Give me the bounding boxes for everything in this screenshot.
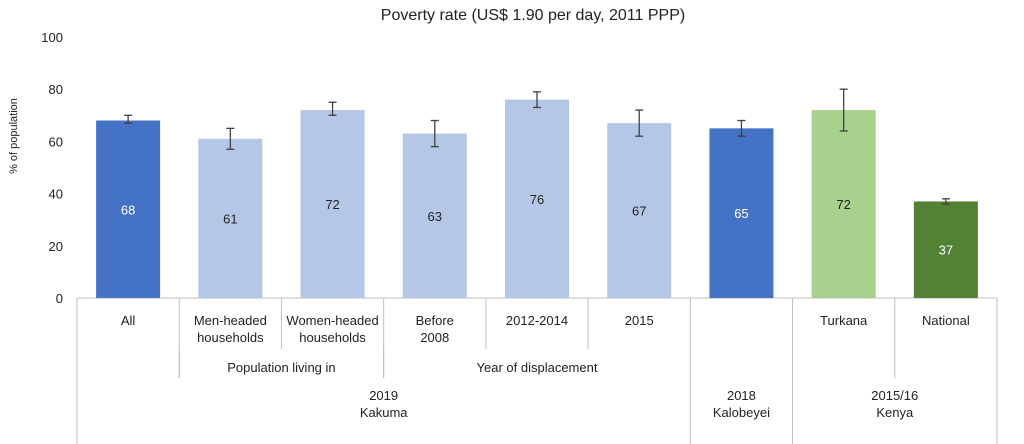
data-label: 76 [530, 192, 544, 207]
group-label-level2: Kakuma [360, 405, 408, 420]
y-tick-label: 0 [56, 291, 63, 306]
data-label: 72 [325, 197, 339, 212]
category-label: All [121, 313, 136, 328]
y-tick-label: 100 [41, 30, 63, 45]
data-label: 67 [632, 204, 646, 219]
bar [913, 201, 978, 298]
category-label: households [197, 330, 264, 345]
category-label: 2012-2014 [506, 313, 568, 328]
bar [607, 123, 672, 298]
bar [300, 110, 365, 298]
y-axis-label: % of population [8, 98, 20, 174]
y-tick-label: 60 [49, 134, 63, 149]
data-label: 37 [939, 243, 953, 258]
bar [198, 138, 263, 298]
group-label-level2: 2019 [369, 388, 398, 403]
bars: 68 61 72 63 76 67 65 72 37 [96, 88, 978, 299]
bar [709, 128, 774, 298]
group-label-level1: Population living in [227, 360, 335, 375]
category-label: Turkana [820, 313, 868, 328]
bar [811, 110, 876, 298]
category-label: Women-headed [286, 313, 378, 328]
category-labels: All Men-headed households Women-headed house… [76, 298, 998, 444]
bar [96, 120, 161, 299]
group-label-level2: Kenya [876, 405, 914, 420]
data-label: 65 [734, 206, 748, 221]
category-label: 2008 [420, 330, 449, 345]
group-label-level2: 2015/16 [871, 388, 918, 403]
data-label: 61 [223, 211, 237, 226]
y-tick-label: 80 [49, 82, 63, 97]
group-label-level1: Year of displacement [477, 360, 598, 375]
category-label: Men-headed [194, 313, 267, 328]
category-label: National [922, 313, 970, 328]
category-label: 2015 [625, 313, 654, 328]
y-tick-label: 40 [49, 187, 63, 202]
group-label-level2: 2018 [727, 388, 756, 403]
bar [505, 99, 569, 298]
chart-title: Poverty rate (US$ 1.90 per day, 2011 PPP… [381, 7, 685, 24]
group-label-level2: Kalobeyei [713, 405, 770, 420]
category-label: households [299, 330, 366, 345]
y-tick-label: 20 [49, 239, 63, 254]
data-label: 63 [428, 209, 442, 224]
data-label: 72 [836, 197, 850, 212]
category-label: Before [416, 313, 454, 328]
data-label: 68 [121, 202, 135, 217]
bar [402, 133, 467, 298]
